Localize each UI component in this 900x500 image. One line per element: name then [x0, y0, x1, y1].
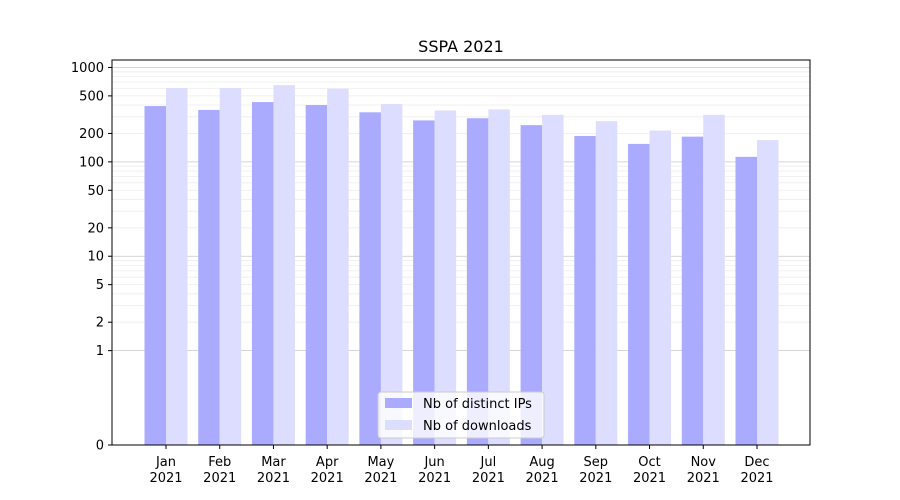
bar-distinct-ips	[628, 143, 650, 445]
bar-distinct-ips	[520, 125, 543, 446]
x-tick-label-month: Dec	[744, 455, 769, 470]
bar-distinct-ips	[681, 136, 704, 445]
x-tick-label-year: 2021	[149, 471, 182, 486]
x-tick-label-year: 2021	[740, 471, 773, 486]
x-tick-label-year: 2021	[633, 471, 666, 486]
legend-label-downloads: Nb of downloads	[423, 419, 532, 434]
x-tick-label-year: 2021	[472, 471, 505, 486]
x-tick-label-month: Sep	[584, 455, 609, 470]
y-tick-label: 5	[96, 278, 104, 293]
y-tick-label: 100	[79, 155, 104, 170]
legend-box	[377, 391, 545, 439]
bar-distinct-ips	[198, 109, 220, 445]
y-tick-label: 200	[79, 127, 104, 142]
bar-distinct-ips	[144, 106, 166, 445]
x-tick-label-month: Jul	[480, 455, 497, 470]
bar-distinct-ips	[574, 135, 596, 445]
y-tick-label: 20	[87, 221, 104, 236]
legend-label-distinct-ips: Nb of distinct IPs	[423, 397, 532, 412]
plot-area	[111, 59, 811, 446]
bar-downloads	[380, 104, 403, 445]
y-tick-label: 2	[96, 316, 104, 331]
x-tick-label-year: 2021	[257, 471, 290, 486]
bar-downloads	[703, 114, 725, 446]
x-tick-label-month: Nov	[691, 455, 717, 470]
legend-swatch-distinct-ips	[385, 398, 412, 408]
bar-distinct-ips	[466, 118, 489, 445]
x-tick-label-month: Mar	[261, 455, 286, 470]
bar-distinct-ips	[305, 105, 328, 446]
x-tick-label-year: 2021	[526, 471, 559, 486]
bar-downloads	[649, 130, 672, 446]
x-tick-label-year: 2021	[687, 471, 720, 486]
bar-downloads	[542, 114, 564, 446]
bar-downloads	[434, 110, 457, 445]
bar-distinct-ips	[735, 156, 757, 445]
x-tick-label-month: Jan	[155, 455, 176, 470]
bar-downloads	[273, 85, 295, 446]
x-tick-label-month: Feb	[208, 455, 231, 470]
x-axis: Jan2021Feb2021Mar2021Apr2021May2021Jun20…	[149, 445, 774, 486]
legend: Nb of distinct IPs Nb of downloads	[377, 391, 545, 439]
bar-distinct-ips	[359, 112, 381, 446]
x-tick-label-month: Jun	[423, 455, 444, 470]
bar-distinct-ips	[413, 120, 435, 445]
y-axis: 0 1 2 5 10 20 50 100 200 500 1000	[71, 61, 112, 454]
bar-downloads	[757, 140, 779, 445]
legend-swatch-downloads	[385, 420, 412, 430]
bar-distinct-ips	[251, 102, 274, 445]
chart-title: SSPA 2021	[418, 37, 504, 56]
bars	[144, 85, 779, 446]
y-tick-label: 0	[96, 439, 104, 454]
bar-downloads	[219, 88, 242, 445]
x-tick-label-month: Aug	[529, 455, 554, 470]
bar-downloads	[327, 88, 349, 445]
x-tick-label-month: Apr	[316, 455, 339, 470]
y-tick-label: 1000	[71, 61, 104, 76]
x-tick-label-year: 2021	[364, 471, 397, 486]
x-tick-label-year: 2021	[203, 471, 236, 486]
y-tick-label: 1	[96, 344, 104, 359]
bar-downloads	[595, 121, 618, 446]
bar-downloads	[488, 109, 510, 446]
x-tick-label-month: Oct	[638, 455, 660, 470]
y-tick-label: 500	[79, 89, 104, 104]
x-tick-label-year: 2021	[579, 471, 612, 486]
x-tick-label-month: May	[367, 455, 394, 470]
y-tick-label: 10	[87, 250, 104, 265]
x-tick-label-year: 2021	[311, 471, 344, 486]
bar-downloads	[166, 88, 188, 445]
y-tick-label: 50	[87, 184, 104, 199]
x-tick-label-year: 2021	[418, 471, 451, 486]
